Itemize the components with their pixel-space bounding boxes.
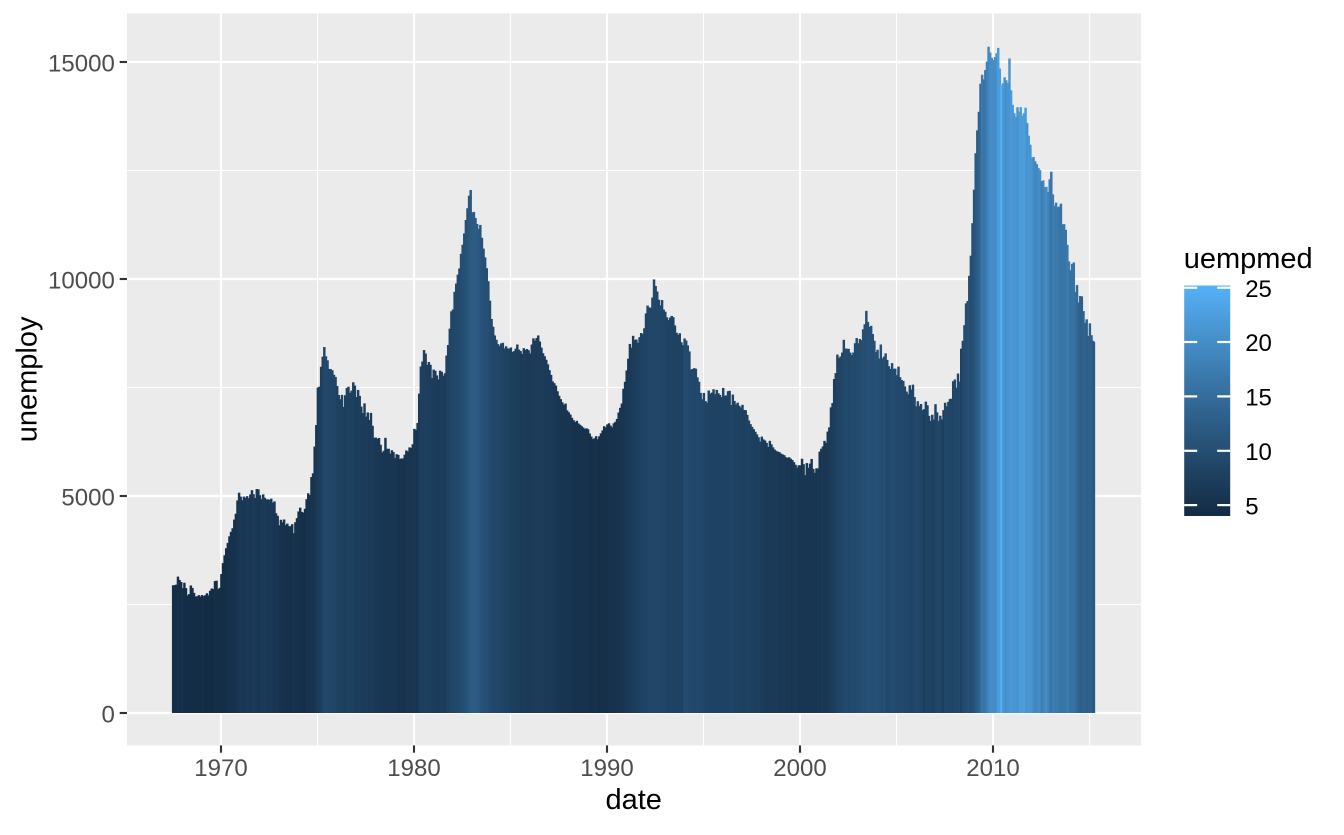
svg-text:2010: 2010 xyxy=(966,755,1019,782)
svg-text:uempmed: uempmed xyxy=(1184,243,1313,275)
svg-text:15000: 15000 xyxy=(48,51,115,78)
svg-text:1990: 1990 xyxy=(580,755,633,782)
svg-text:10: 10 xyxy=(1245,439,1272,466)
svg-text:25: 25 xyxy=(1245,276,1272,303)
svg-text:1970: 1970 xyxy=(194,755,247,782)
svg-text:5: 5 xyxy=(1245,493,1258,520)
svg-text:2000: 2000 xyxy=(773,755,826,782)
svg-text:date: date xyxy=(605,784,661,816)
svg-text:15: 15 xyxy=(1245,385,1272,412)
svg-text:1980: 1980 xyxy=(387,755,440,782)
svg-text:0: 0 xyxy=(101,702,114,729)
svg-text:20: 20 xyxy=(1245,330,1272,357)
svg-text:5000: 5000 xyxy=(61,485,114,512)
svg-text:unemploy: unemploy xyxy=(12,316,44,442)
svg-text:10000: 10000 xyxy=(48,268,115,295)
